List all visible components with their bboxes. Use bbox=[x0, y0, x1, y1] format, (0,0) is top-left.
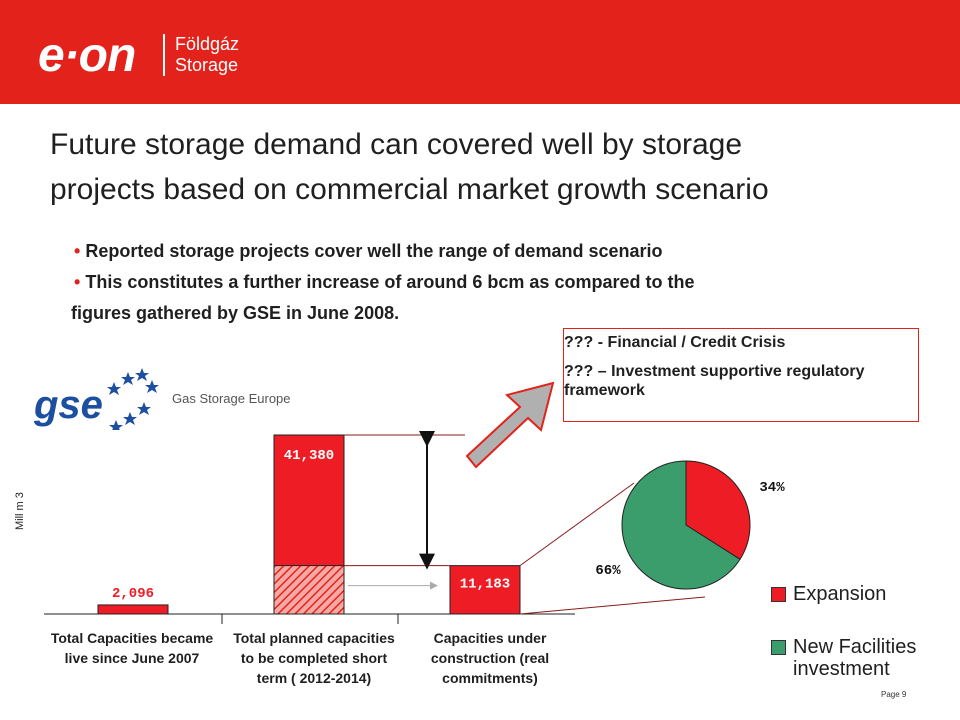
legend-label-new-facilities-line2: investment bbox=[793, 658, 890, 680]
grey-arrow-head bbox=[430, 581, 438, 590]
category-label-line: term ( 2012-2014) bbox=[256, 670, 372, 686]
logo-divider bbox=[163, 34, 165, 76]
gse-logo-text: gse bbox=[34, 383, 103, 427]
y-axis-label: Mill m 3 bbox=[14, 492, 26, 530]
bar-1 bbox=[97, 604, 169, 615]
category-label-line: live since June 2007 bbox=[64, 650, 200, 666]
category-label-line: construction (real bbox=[430, 650, 550, 666]
slide-title: Future storage demand can covered well b… bbox=[50, 122, 920, 212]
slide-title-line1: Future storage demand can covered well b… bbox=[50, 128, 743, 161]
bullet-2-continued: figures gathered by GSE in June 2008. bbox=[71, 303, 400, 323]
legend-label-new-facilities: New Facilities investment bbox=[793, 636, 916, 680]
page-number: Page 9 bbox=[881, 690, 907, 699]
bar-3 bbox=[449, 565, 521, 615]
logo-subtitle: Földgáz Storage bbox=[175, 34, 239, 76]
pie-slice-2 bbox=[621, 460, 741, 590]
bullet-marker: • bbox=[74, 241, 81, 261]
callout-line1: ??? - Financial / Credit Crisis bbox=[564, 334, 786, 351]
pie-slice-1 bbox=[685, 460, 751, 560]
bullet-list: • Reported storage projects cover well t… bbox=[71, 236, 914, 329]
bullet-2-text: This constitutes a further increase of a… bbox=[85, 272, 695, 292]
category-label-line: Total Capacities became bbox=[50, 630, 214, 646]
logo-subtitle-line1: Földgáz bbox=[175, 34, 240, 54]
pie-connector-bottom bbox=[519, 596, 706, 615]
legend-swatch-new-facilities bbox=[771, 640, 786, 655]
bar-value-label-1: 2,096 bbox=[112, 586, 154, 602]
bar-value-label-2: 41,380 bbox=[284, 448, 334, 464]
category-label-line: commitments) bbox=[442, 670, 538, 686]
pie-connector-top bbox=[519, 482, 635, 567]
legend-label-expansion-line1: Expansion bbox=[793, 583, 887, 605]
category-label-line: to be completed short bbox=[240, 650, 388, 666]
bullet-2: • This constitutes a further increase of… bbox=[74, 267, 914, 298]
bullet-1-text: Reported storage projects cover well the… bbox=[85, 241, 663, 261]
gse-name: Gas Storage Europe bbox=[172, 391, 291, 406]
gse-stars bbox=[107, 368, 159, 430]
category-label-1: Total Capacities became live since June 2… bbox=[40, 628, 224, 668]
logo-subtitle-line2: Storage bbox=[175, 55, 239, 75]
category-label-3: Capacities under construction (real commit… bbox=[398, 628, 582, 688]
category-label-2: Total planned capacities to be completed … bbox=[222, 628, 406, 688]
bullet-marker: • bbox=[74, 272, 81, 292]
eon-logo: e·on bbox=[38, 29, 136, 82]
legend-label-new-facilities-line1: New Facilities bbox=[793, 636, 917, 658]
callout-box: ??? - Financial / Credit Crisis ??? – In… bbox=[563, 328, 919, 422]
slide-title-line2: projects based on commercial market grow… bbox=[50, 173, 769, 206]
legend-swatch-expansion bbox=[771, 587, 786, 602]
category-label-line: Total planned capacities bbox=[233, 630, 395, 646]
pie-label-2: 66% bbox=[595, 563, 621, 579]
gse-logo: gse bbox=[34, 368, 159, 430]
callout-arrow bbox=[465, 381, 555, 469]
bar-2-hatched-segment bbox=[273, 565, 345, 615]
legend-label-expansion: Expansion bbox=[793, 583, 886, 605]
bullet-1: • Reported storage projects cover well t… bbox=[74, 236, 914, 267]
callout-line2: ??? – Investment supportive regulatory f… bbox=[564, 363, 865, 399]
bar-value-label-3: 11,183 bbox=[460, 577, 510, 593]
pie-label-1: 34% bbox=[759, 480, 785, 496]
category-label-line: Capacities under bbox=[433, 630, 547, 646]
bar-2 bbox=[273, 434, 345, 615]
header-bar: e·on Földgáz Storage bbox=[0, 0, 960, 104]
